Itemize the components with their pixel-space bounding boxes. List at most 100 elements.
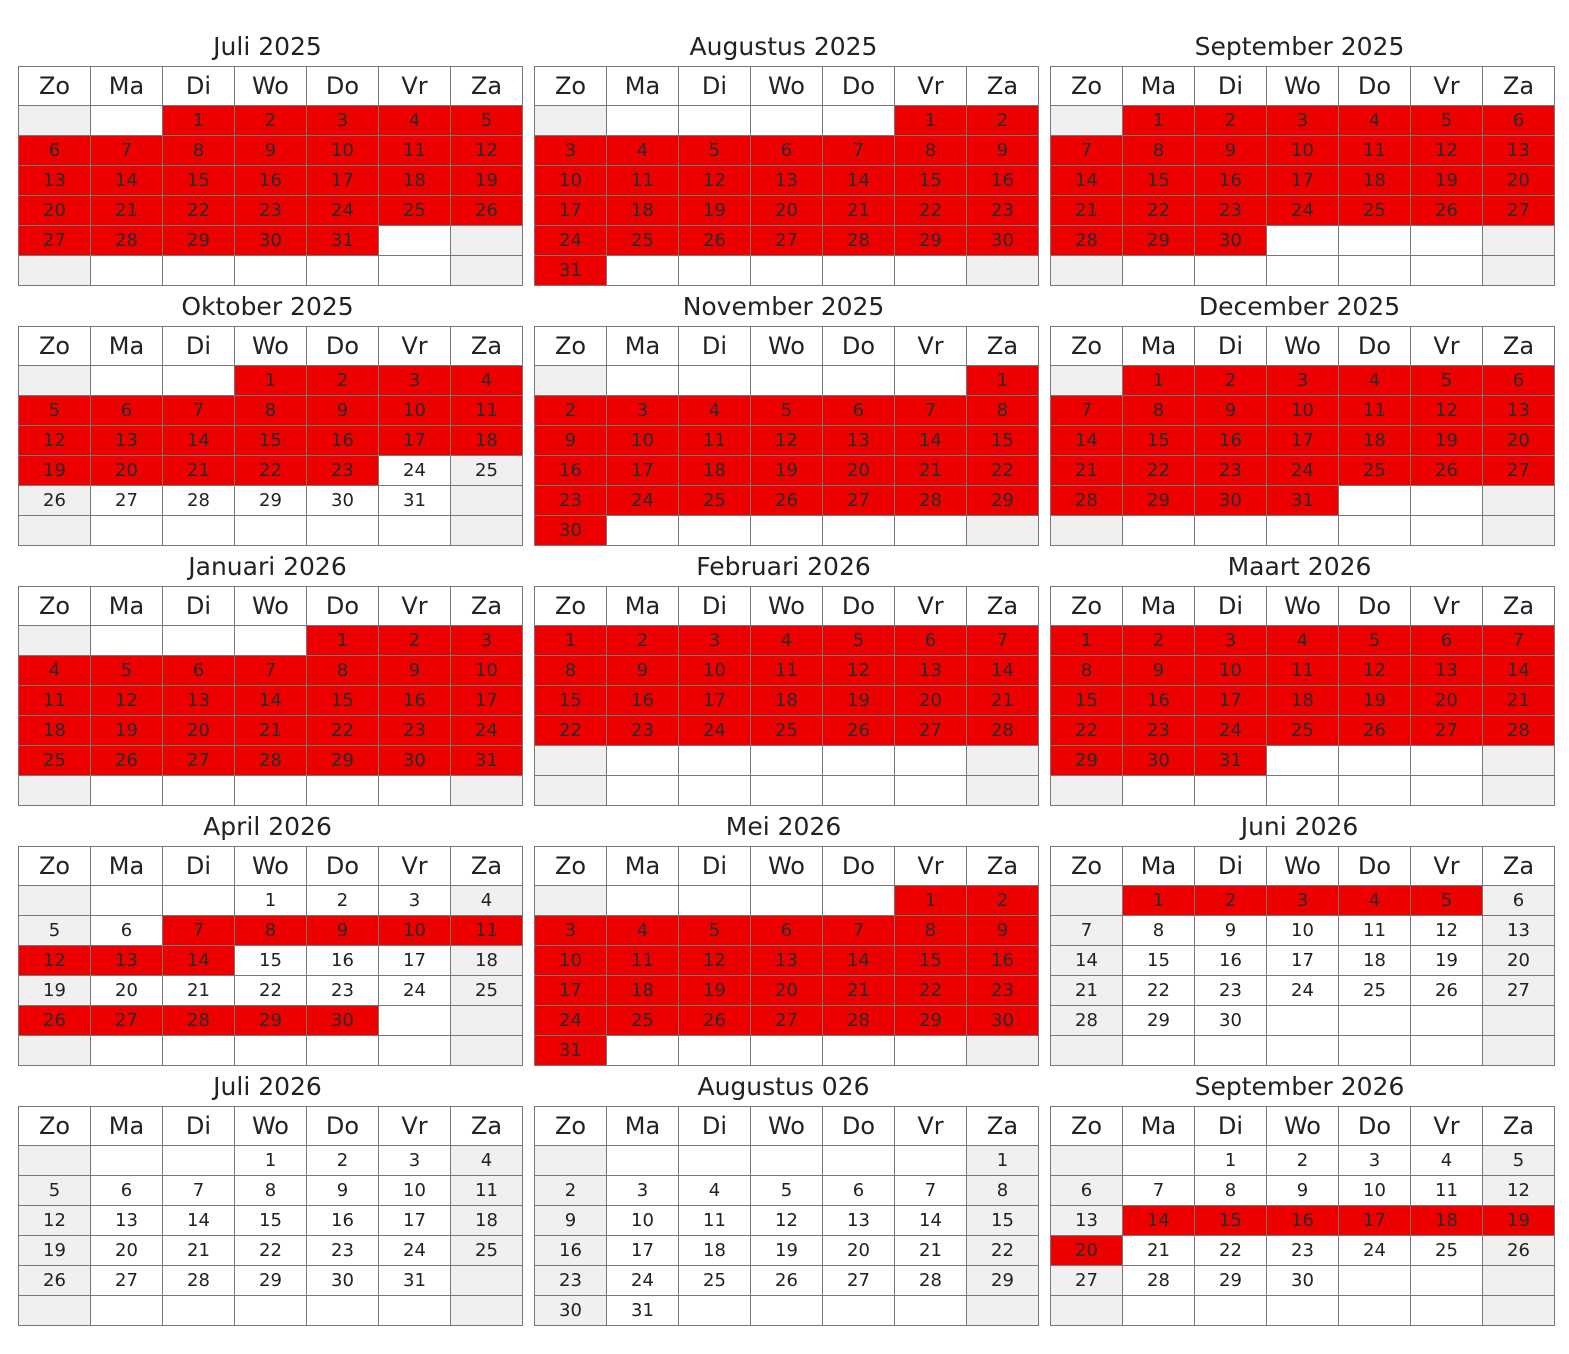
empty-day-cell — [1050, 515, 1123, 546]
day-cell: 29 — [1122, 1005, 1195, 1036]
day-cell: 10 — [606, 425, 679, 456]
day-cell: 23 — [1266, 1235, 1339, 1266]
weekday-header: Zo — [18, 586, 91, 626]
week-row: 28 29 30 31 — [1050, 485, 1555, 516]
day-cell: 12 — [1410, 915, 1483, 946]
day-cell: 13 — [1482, 395, 1555, 426]
empty-day-cell — [378, 1005, 451, 1036]
day-cell: 2 — [966, 885, 1039, 916]
weekday-header: Zo — [1050, 66, 1123, 106]
month-calendar: September 2025 Zo Ma Di Wo Do Vr Za 1 2 3 4 5 6 7 8 9 10 1… — [1050, 28, 1555, 288]
day-cell: 6 — [822, 1175, 895, 1206]
day-cell: 4 — [1338, 365, 1411, 396]
day-cell: 12 — [1482, 1175, 1555, 1206]
day-cell: 27 — [90, 485, 163, 516]
empty-day-cell — [966, 1295, 1039, 1326]
day-cell: 24 — [534, 225, 607, 256]
empty-day-cell — [234, 1295, 307, 1326]
empty-day-cell — [18, 105, 91, 136]
day-cell: 24 — [306, 195, 379, 226]
day-cell: 21 — [1482, 685, 1555, 716]
day-cell: 5 — [450, 105, 523, 136]
day-cell: 7 — [1050, 135, 1123, 166]
empty-day-cell — [450, 1265, 523, 1296]
week-row: 23 24 25 26 27 28 29 — [534, 1265, 1039, 1296]
day-cell: 1 — [306, 625, 379, 656]
week-row — [1050, 1035, 1555, 1066]
day-cell: 4 — [606, 915, 679, 946]
empty-day-cell — [1050, 1035, 1123, 1066]
empty-day-cell — [1410, 1035, 1483, 1066]
day-cell: 17 — [606, 455, 679, 486]
day-cell: 18 — [606, 195, 679, 226]
empty-day-cell — [1050, 885, 1123, 916]
empty-day-cell — [90, 515, 163, 546]
day-cell: 15 — [234, 1205, 307, 1236]
week-row: 24 25 26 27 28 29 30 — [534, 225, 1039, 256]
day-cell: 27 — [162, 745, 235, 776]
weekday-header: Do — [822, 1106, 895, 1146]
day-cell: 1 — [966, 1145, 1039, 1176]
day-cell: 30 — [966, 1005, 1039, 1036]
day-cell: 3 — [1194, 625, 1267, 656]
weekday-header: Di — [678, 846, 751, 886]
day-cell: 15 — [1122, 165, 1195, 196]
empty-day-cell — [678, 885, 751, 916]
month-calendar: April 2026 Zo Ma Di Wo Do Vr Za 1 2 3 4 5 6 7 8 9 10 11 12 1… — [18, 808, 523, 1068]
day-cell: 1 — [1122, 105, 1195, 136]
weekday-header: Vr — [378, 846, 451, 886]
day-cell: 25 — [606, 1005, 679, 1036]
day-cell: 21 — [894, 1235, 967, 1266]
weekday-header: Ma — [606, 586, 679, 626]
day-cell: 13 — [1050, 1205, 1123, 1236]
day-cell: 31 — [1266, 485, 1339, 516]
empty-day-cell — [18, 625, 91, 656]
day-cell: 23 — [606, 715, 679, 746]
day-cell: 25 — [1266, 715, 1339, 746]
day-cell: 15 — [1122, 425, 1195, 456]
day-cell: 29 — [894, 225, 967, 256]
empty-day-cell — [450, 515, 523, 546]
day-cell: 7 — [966, 625, 1039, 656]
day-cell: 11 — [750, 655, 823, 686]
weekday-header: Ma — [606, 1106, 679, 1146]
weekday-header-row: Zo Ma Di Wo Do Vr Za — [534, 66, 1039, 106]
empty-day-cell — [90, 625, 163, 656]
day-cell: 5 — [18, 1175, 91, 1206]
empty-day-cell — [678, 1295, 751, 1326]
week-row: 7 8 9 10 11 12 13 — [1050, 395, 1555, 426]
week-row: 12 13 14 15 16 17 18 — [18, 945, 523, 976]
week-row: 16 17 18 19 20 21 22 — [534, 455, 1039, 486]
day-cell: 1 — [1122, 885, 1195, 916]
day-cell: 25 — [1338, 455, 1411, 486]
day-cell: 4 — [450, 885, 523, 916]
empty-day-cell — [1050, 775, 1123, 806]
day-cell: 4 — [450, 1145, 523, 1176]
day-cell: 10 — [678, 655, 751, 686]
day-cell: 21 — [1050, 195, 1123, 226]
empty-day-cell — [1266, 225, 1339, 256]
day-cell: 22 — [162, 195, 235, 226]
day-cell: 21 — [162, 1235, 235, 1266]
weekday-header-row: Zo Ma Di Wo Do Vr Za — [534, 1106, 1039, 1146]
weekday-header: Ma — [606, 846, 679, 886]
day-cell: 12 — [1410, 395, 1483, 426]
weekday-header: Zo — [1050, 326, 1123, 366]
weekday-header: Di — [1194, 1106, 1267, 1146]
month-calendar: Juli 2025 Zo Ma Di Wo Do Vr Za 1 2 3 4 5 6 7 8 9 10 11 12 13… — [18, 28, 523, 288]
day-cell: 15 — [894, 945, 967, 976]
day-cell: 12 — [18, 1205, 91, 1236]
empty-day-cell — [306, 775, 379, 806]
day-cell: 21 — [162, 455, 235, 486]
week-row: 6 7 8 9 10 11 12 — [18, 135, 523, 166]
day-cell: 5 — [90, 655, 163, 686]
weekday-header: Zo — [534, 66, 607, 106]
week-row: 9 10 11 12 13 14 15 — [534, 425, 1039, 456]
weekday-header: Do — [1338, 1106, 1411, 1146]
day-cell: 23 — [534, 485, 607, 516]
week-row: 12 13 14 15 16 17 18 — [18, 1205, 523, 1236]
day-cell: 30 — [534, 1295, 607, 1326]
weekday-header: Za — [450, 846, 523, 886]
